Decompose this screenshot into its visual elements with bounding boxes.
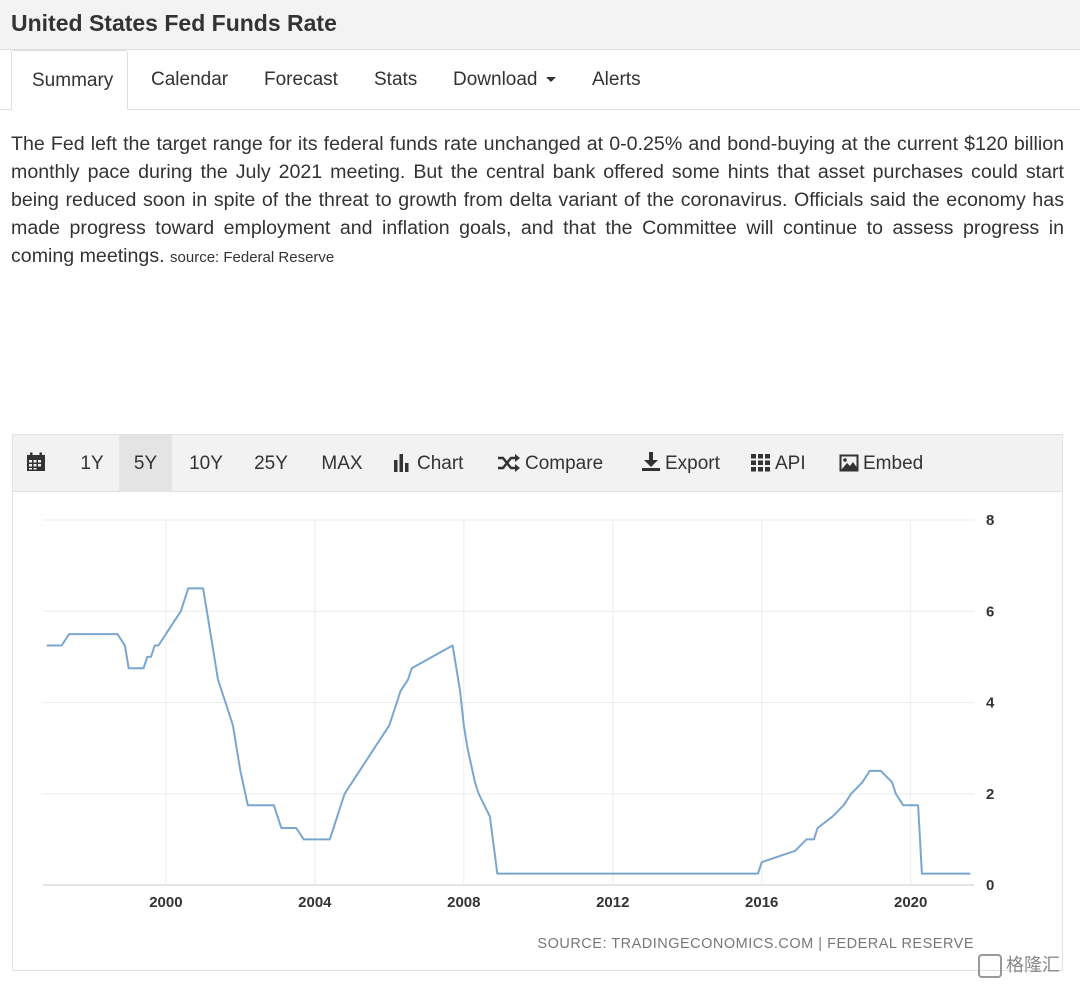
tab-download-label: Download — [453, 69, 538, 90]
x-tick-label: 2020 — [894, 894, 927, 911]
y-tick-label: 8 — [986, 512, 994, 529]
image-icon — [839, 454, 859, 472]
calendar-icon[interactable] — [21, 435, 55, 492]
export-button-label: Export — [665, 453, 720, 474]
download-icon — [642, 452, 660, 471]
chevron-down-icon — [545, 77, 556, 83]
tab-summary[interactable]: Summary — [11, 50, 129, 110]
api-button-label: API — [775, 453, 806, 474]
chart-button[interactable]: Chart — [393, 435, 463, 492]
tab-calendar[interactable]: Calendar — [151, 69, 229, 90]
fed-funds-rate-chart: 0 2 4 6 8 2000 2004 2008 2012 2016 2020 SOURCE: TR… — [43, 512, 995, 952]
page-header: United States Fed Funds Rate — [0, 0, 1080, 50]
tab-stats[interactable]: Stats — [374, 69, 418, 90]
y-tick-label: 4 — [986, 695, 995, 712]
chart-source-credit: SOURCE: TRADINGECONOMICS.COM | FEDERAL R… — [537, 936, 974, 952]
range-5y-button[interactable]: 5Y — [119, 435, 172, 492]
y-tick-label: 0 — [986, 877, 994, 894]
grid-icon — [751, 454, 770, 472]
export-button[interactable]: Export — [641, 435, 720, 492]
description-text: The Fed left the target range for its fe… — [11, 133, 1064, 267]
x-tick-label: 2012 — [596, 894, 629, 911]
x-tick-label: 2008 — [447, 894, 480, 911]
tab-bar: Summary Calendar Forecast Stats Download… — [0, 50, 1080, 110]
chart-toolbar: 1Y 5Y 10Y 25Y MAX Chart Compare — [13, 435, 1062, 492]
description: The Fed left the target range for its fe… — [11, 130, 1064, 272]
y-tick-label: 6 — [986, 603, 994, 620]
compare-button-label: Compare — [525, 453, 604, 474]
embed-button-label: Embed — [863, 453, 924, 474]
api-button[interactable]: API — [751, 435, 806, 492]
x-tick-label: 2000 — [149, 894, 182, 911]
range-1y-button[interactable]: 1Y — [80, 453, 104, 474]
bar-chart-icon — [394, 454, 409, 472]
watermark-text: 格隆汇 — [1006, 955, 1060, 975]
description-source: source: Federal Reserve — [170, 249, 335, 266]
shuffle-icon — [498, 454, 520, 472]
tab-download[interactable]: Download — [453, 50, 556, 110]
watermark-logo-icon — [978, 954, 1002, 979]
y-tick-label: 2 — [986, 786, 994, 803]
tab-alerts[interactable]: Alerts — [592, 69, 641, 90]
tab-forecast[interactable]: Forecast — [264, 69, 338, 90]
range-25y-button[interactable]: 25Y — [254, 453, 288, 474]
compare-button[interactable]: Compare — [497, 435, 603, 492]
x-tick-label: 2016 — [745, 894, 778, 911]
embed-button[interactable]: Embed — [839, 435, 923, 492]
chart-panel: 1Y 5Y 10Y 25Y MAX Chart Compare — [12, 434, 1063, 971]
range-max-button[interactable]: MAX — [321, 453, 363, 474]
range-10y-button[interactable]: 10Y — [189, 453, 223, 474]
chart-button-label: Chart — [417, 453, 464, 474]
x-tick-label: 2004 — [298, 894, 332, 911]
fed-funds-rate-series-line — [46, 587, 971, 875]
page-title: United States Fed Funds Rate — [11, 10, 337, 36]
watermark: 格隆汇 — [978, 952, 1060, 979]
